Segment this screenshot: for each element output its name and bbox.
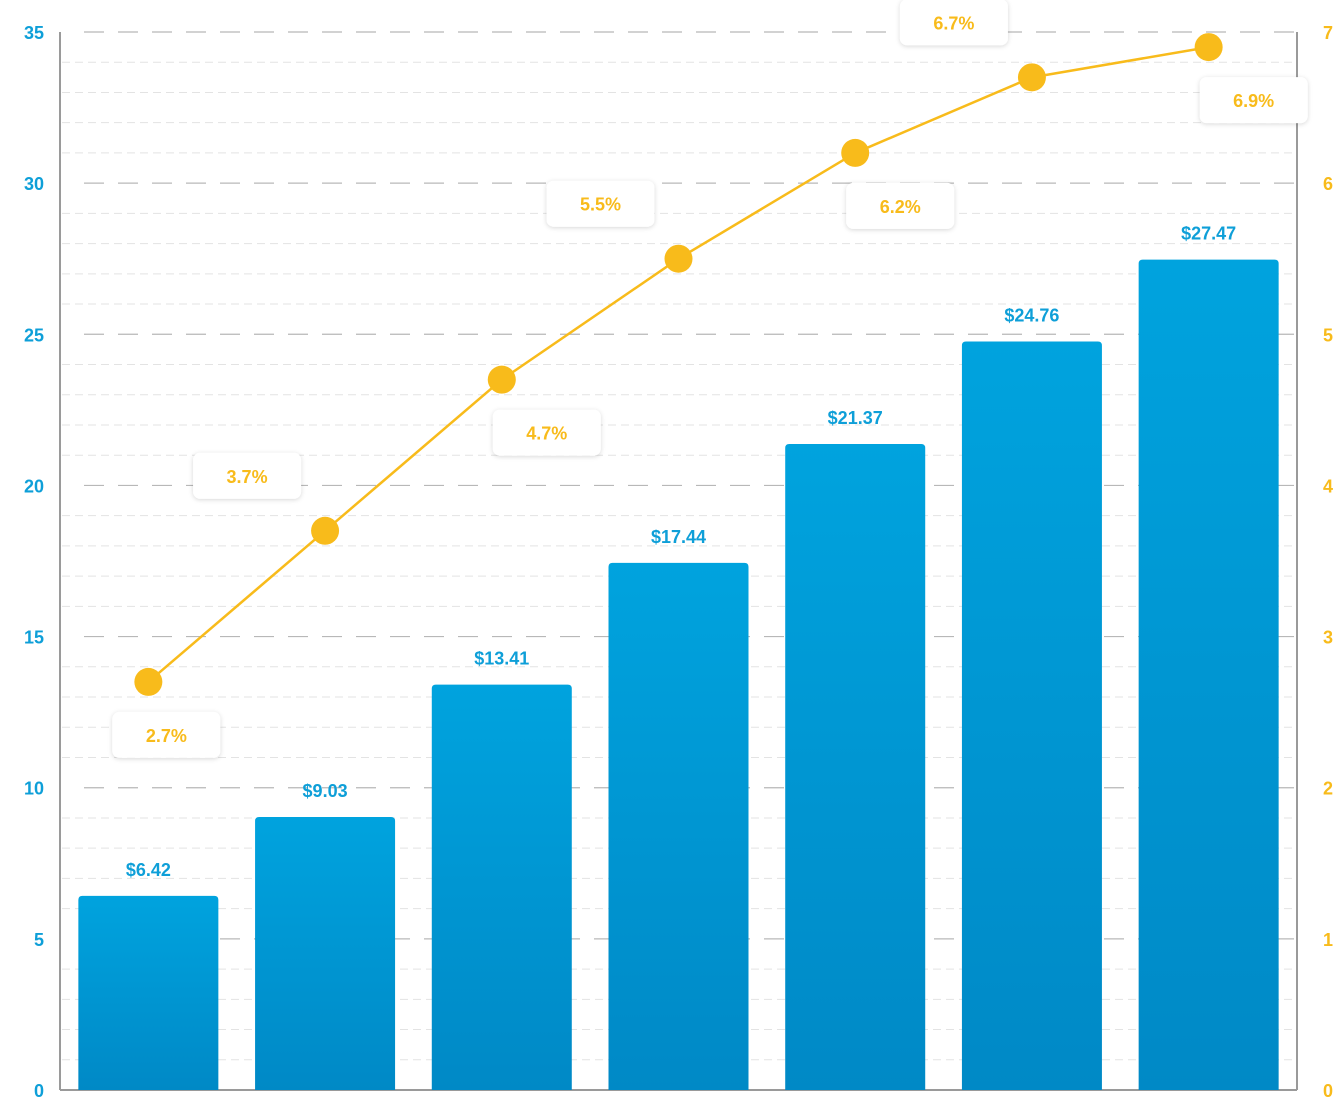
line-label-box [1199, 77, 1308, 124]
left-tick-label: 30 [24, 174, 44, 194]
right-tick-label: 1 [1323, 930, 1333, 950]
line-value-label: 3.7% [227, 467, 268, 487]
bar [1138, 259, 1279, 1090]
line-value-label: 6.2% [880, 197, 921, 217]
bar-series [78, 259, 1279, 1091]
bar [255, 817, 396, 1090]
line-point [487, 365, 516, 394]
line-value-label: 6.9% [1233, 91, 1274, 111]
right-tick-label: 5 [1323, 325, 1333, 345]
line-label-box [846, 182, 955, 229]
line-point [664, 244, 693, 273]
bar-value-label: $17.44 [651, 527, 706, 547]
bar-value-label: $21.37 [828, 408, 883, 428]
bar-value-label: $6.42 [126, 860, 171, 880]
data-labels: $6.42 $9.03 $13.41 $17.44 $21.37 $24.76 $27.47… [112, 0, 1308, 880]
line-value-label: 6.7% [933, 13, 974, 33]
line-value-label: 4.7% [526, 424, 567, 444]
bar [431, 684, 572, 1090]
bar [78, 895, 219, 1090]
bar-value-label: $24.76 [1004, 306, 1059, 326]
line-value-label: 2.7% [146, 726, 187, 746]
right-tick-label: 3 [1323, 628, 1333, 648]
line-point [841, 138, 870, 167]
line-point [311, 516, 340, 545]
bar [961, 341, 1102, 1091]
line-label-box [193, 452, 302, 499]
line-label-box [112, 711, 221, 758]
left-tick-label: 35 [24, 23, 44, 43]
line-value-label: 5.5% [580, 195, 621, 215]
left-tick-label: 10 [24, 779, 44, 799]
line-label-box [899, 0, 1008, 46]
bar [785, 444, 926, 1090]
bar-value-label: $9.03 [303, 781, 348, 801]
line-label-box [492, 409, 601, 456]
left-tick-label: 20 [24, 476, 44, 496]
right-tick-label: 4 [1323, 476, 1333, 496]
right-tick-label: 7 [1323, 23, 1333, 43]
bar-value-label: $27.47 [1181, 224, 1236, 244]
line-series [134, 33, 1223, 696]
left-tick-label: 25 [24, 325, 44, 345]
line-point [134, 667, 163, 696]
line-point [1017, 63, 1046, 92]
bar-value-label: $13.41 [474, 649, 529, 669]
left-tick-label: 0 [34, 1081, 44, 1097]
line-point [1194, 33, 1223, 62]
right-tick-label: 0 [1323, 1081, 1333, 1097]
left-tick-label: 5 [34, 930, 44, 950]
bar [608, 562, 749, 1090]
line-label-box [546, 180, 655, 227]
right-tick-label: 6 [1323, 174, 1333, 194]
right-tick-label: 2 [1323, 779, 1333, 799]
left-tick-label: 15 [24, 628, 44, 648]
